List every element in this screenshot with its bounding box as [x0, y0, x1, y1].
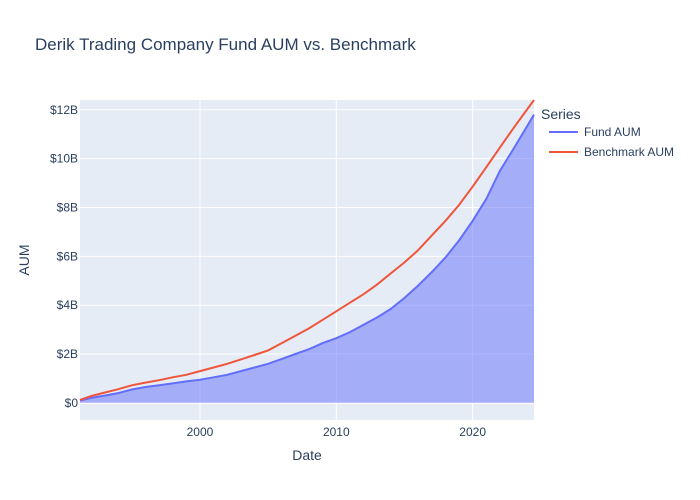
series-line-1 — [79, 99, 535, 401]
y-tick-label: $0 — [65, 396, 79, 410]
y-tick-label: $6B — [57, 249, 78, 263]
x-tick-label: 2020 — [459, 425, 486, 439]
line-layer — [79, 99, 535, 402]
y-tick-label: $4B — [57, 298, 78, 312]
legend-title: Series — [541, 106, 581, 122]
area-layer — [80, 114, 534, 403]
y-tick-label: $2B — [57, 347, 78, 361]
chart-title: Derik Trading Company Fund AUM vs. Bench… — [35, 35, 416, 54]
y-axis-title: AUM — [16, 244, 32, 275]
legend-label: Benchmark AUM — [584, 145, 674, 159]
y-tick-label: $10B — [50, 152, 78, 166]
x-axis-ticks: 2000 2010 2020 — [187, 425, 487, 439]
series-line-0 — [79, 114, 535, 402]
x-axis-title: Date — [292, 447, 322, 463]
y-tick-label: $8B — [57, 200, 78, 214]
x-tick-label: 2010 — [323, 425, 350, 439]
y-tick-label: $12B — [50, 103, 78, 117]
x-tick-label: 2000 — [187, 425, 214, 439]
legend: Series Fund AUM Benchmark AUM — [541, 106, 674, 159]
series-area-0 — [80, 114, 534, 403]
legend-label: Fund AUM — [584, 125, 641, 139]
y-axis-ticks: $0 $2B $4B $6B $8B $10B $12B — [50, 103, 78, 410]
